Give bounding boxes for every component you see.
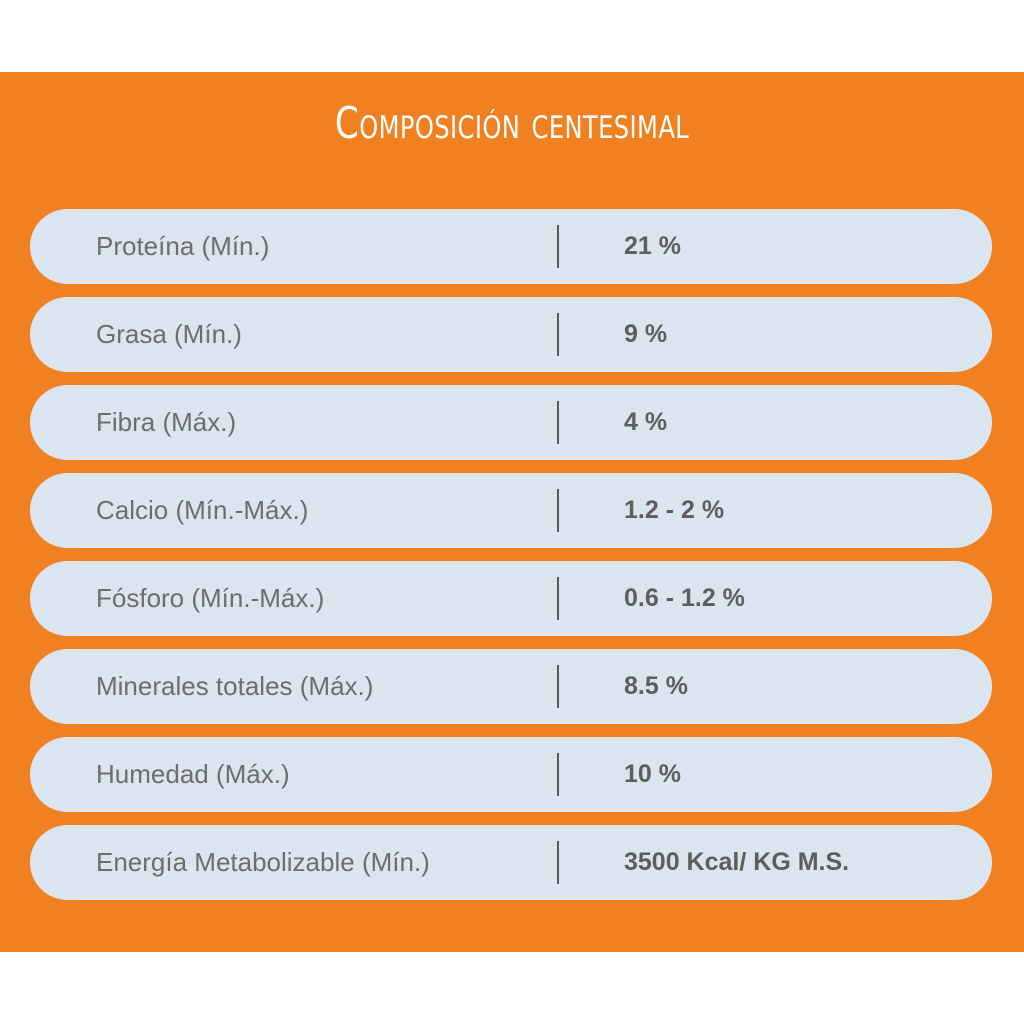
row-divider [557,313,559,356]
table-row-energy: Energía Metabolizable (Mín.) 3500 Kcal/ … [30,825,992,900]
row-divider [557,489,559,532]
table-row-minerals: Minerales totales (Máx.) 8.5 % [30,649,992,724]
row-value: 0.6 - 1.2 % [624,584,745,612]
row-label: Grasa (Mín.) [96,319,242,349]
table-row-fiber: Fibra (Máx.) 4 % [30,385,992,460]
row-divider [557,753,559,796]
table-row-phosphorus: Fósforo (Mín.-Máx.) 0.6 - 1.2 % [30,561,992,636]
table-row-protein: Proteína (Mín.) 21 % [30,209,992,284]
row-value: 9 % [624,320,668,348]
row-value: 3500 Kcal/ KG M.S. [624,848,850,876]
row-label: Fibra (Máx.) [96,407,237,437]
row-value: 1.2 - 2 % [624,496,725,524]
row-label: Calcio (Mín.-Máx.) [96,495,309,525]
row-value: 4 % [624,408,668,436]
row-label: Minerales totales (Máx.) [96,671,374,701]
composition-table: Proteína (Mín.) 21 % Grasa (Mín.) 9 % Fi… [30,209,992,913]
row-divider [557,665,559,708]
row-divider [557,225,559,268]
row-label: Humedad (Máx.) [96,759,290,789]
row-divider [557,577,559,620]
table-row-calcium: Calcio (Mín.-Máx.) 1.2 - 2 % [30,473,992,548]
row-divider [557,401,559,444]
row-label: Fósforo (Mín.-Máx.) [96,583,325,613]
row-value: 8.5 % [624,672,688,700]
row-value: 10 % [624,760,681,788]
table-row-fat: Grasa (Mín.) 9 % [30,297,992,372]
page-title: Composición centesimal [334,98,690,149]
row-label: Energía Metabolizable (Mín.) [96,847,430,877]
table-row-moisture: Humedad (Máx.) 10 % [30,737,992,812]
row-value: 21 % [624,232,681,260]
row-label: Proteína (Mín.) [96,231,270,261]
row-divider [557,841,559,884]
